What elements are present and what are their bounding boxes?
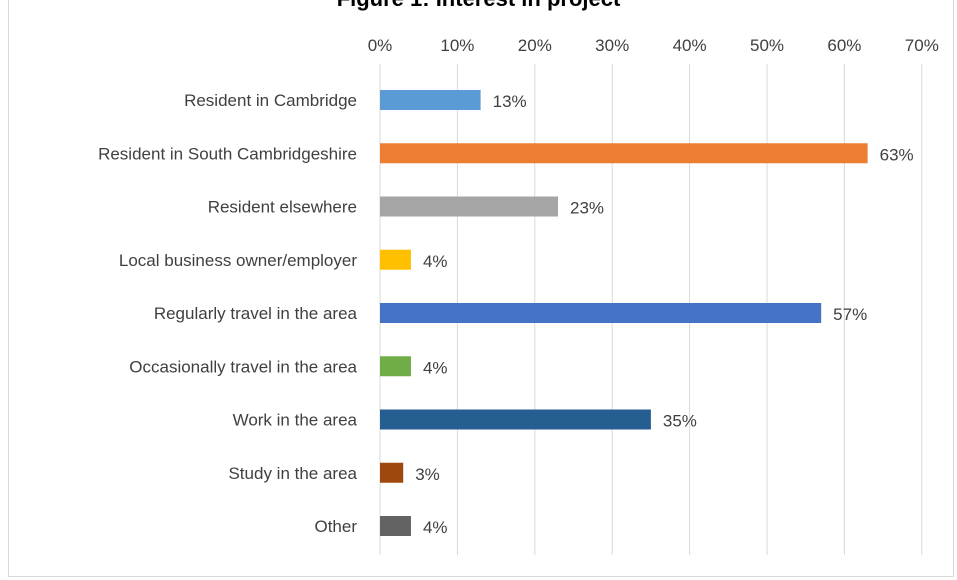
data-label: 35%: [663, 412, 697, 431]
bar: [380, 90, 481, 110]
chart-frame: [8, 0, 954, 577]
x-tick-label: 20%: [518, 36, 552, 55]
bar: [380, 409, 651, 430]
x-tick-label: 60%: [827, 36, 861, 55]
bar: [380, 356, 411, 377]
data-label: 4%: [423, 252, 448, 271]
x-tick-label: 50%: [750, 36, 784, 55]
x-tick-label: 30%: [595, 36, 629, 55]
category-labels: Resident in Cambridge Resident in South C…: [98, 91, 357, 536]
category-label: Resident elsewhere: [208, 198, 357, 217]
category-label: Local business owner/employer: [119, 251, 357, 270]
x-tick-label: 40%: [673, 36, 707, 55]
data-label: 13%: [493, 92, 527, 111]
data-label: 63%: [880, 145, 914, 164]
bar: [380, 143, 868, 164]
category-label: Resident in Cambridge: [184, 91, 357, 110]
category-label: Other: [314, 517, 357, 536]
x-tick-label: 0%: [368, 36, 393, 55]
bar: [380, 516, 411, 536]
x-axis-ticks: 0% 10% 20% 30% 40% 50% 60% 70%: [368, 36, 939, 55]
bars: [380, 90, 868, 536]
x-tick-label: 10%: [440, 36, 474, 55]
x-tick-label: 70%: [905, 36, 939, 55]
category-label: Resident in South Cambridgeshire: [98, 144, 357, 163]
data-label: 57%: [833, 305, 867, 324]
bar: [380, 249, 411, 270]
category-label: Occasionally travel in the area: [129, 357, 357, 376]
bar: [380, 303, 822, 323]
bar: [380, 462, 404, 483]
chart-title: Figure 1: Interest in project: [0, 0, 957, 12]
data-label: 23%: [570, 199, 604, 218]
data-label: 4%: [423, 358, 448, 377]
category-label: Study in the area: [228, 464, 357, 483]
bar: [380, 196, 559, 217]
data-labels: 13% 63% 23% 4% 57% 4% 35% 3% 4%: [415, 92, 913, 537]
category-label: Regularly travel in the area: [154, 304, 358, 323]
data-label: 4%: [423, 518, 448, 537]
data-label: 3%: [415, 465, 440, 484]
category-label: Work in the area: [233, 411, 358, 430]
